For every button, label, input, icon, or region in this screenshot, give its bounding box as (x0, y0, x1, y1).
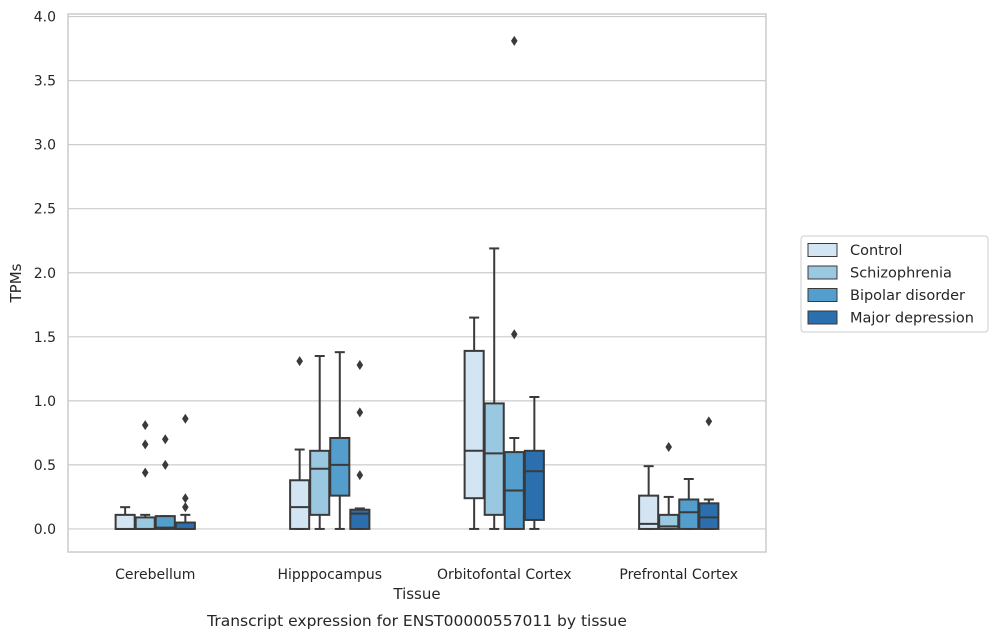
outlier-point (141, 467, 149, 478)
box-major-depression-0 (174, 413, 196, 530)
outlier-point (510, 35, 518, 46)
y-tick-label: 3.0 (34, 138, 56, 154)
outlier-point (665, 441, 673, 452)
y-axis-ticks: 0.0 0.5 1.0 1.5 2.0 2.5 3.0 3.5 4.0 (34, 10, 56, 538)
box-body (638, 494, 660, 530)
outlier-point (356, 407, 364, 418)
y-tick-label: 1.0 (34, 394, 56, 410)
box-body (114, 513, 136, 530)
x-axis-label: Tissue (392, 585, 440, 603)
gridlines (68, 15, 766, 530)
box-body (289, 479, 311, 530)
outlier-point (141, 420, 149, 431)
outlier-point (161, 459, 169, 470)
x-tick-label: Orbitofontal Cortex (437, 567, 572, 583)
outlier-point (182, 413, 189, 424)
box-control-2 (463, 316, 485, 530)
legend-swatch (807, 243, 838, 257)
y-tick-label: 2.5 (34, 202, 56, 218)
box-body (154, 515, 176, 530)
box-schizophrenia-3 (658, 441, 680, 530)
box-schizophrenia-0 (134, 420, 156, 530)
box-body (463, 349, 485, 500)
box-body (698, 502, 720, 530)
outlier-point (161, 434, 169, 445)
legend-label: Major depression (850, 311, 974, 327)
y-tick-label: 0.5 (34, 458, 56, 474)
y-tick-label: 2.0 (34, 266, 56, 282)
y-axis-label: TPMs (7, 263, 25, 303)
outlier-point (510, 329, 518, 340)
legend-swatch (807, 310, 838, 325)
outlier-point (356, 470, 364, 481)
x-tick-label: Prefrontal Cortex (619, 567, 738, 583)
legend-label: Schizophrenia (850, 266, 952, 282)
x-tick-label: Hipppocampus (277, 567, 382, 583)
box-major-depression-1 (349, 359, 371, 530)
box-schizophrenia-2 (483, 247, 505, 530)
box-control-3 (638, 465, 660, 530)
legend-swatch (807, 265, 838, 280)
box-body (134, 516, 156, 530)
box-series (114, 35, 720, 530)
x-axis-ticks: Cerebellum Hipppocampus Orbitofontal Corte… (115, 567, 738, 583)
legend: Control Schizophrenia Bipolar disorder Majo… (800, 235, 989, 333)
legend-swatch (807, 288, 838, 302)
outlier-point (705, 416, 713, 427)
y-tick-label: 1.5 (34, 330, 56, 346)
outlier-point (356, 359, 364, 370)
chart-caption: Transcript expression for ENST0000055701… (206, 612, 627, 630)
outlier-point (296, 356, 303, 367)
box-body (483, 402, 505, 516)
outlier-point (141, 439, 149, 450)
box-control-1 (289, 356, 311, 530)
outlier-point (182, 493, 189, 504)
legend-label: Bipolar disorder (850, 288, 965, 304)
legend-label: Control (850, 243, 902, 259)
y-tick-label: 4.0 (34, 10, 56, 26)
x-tick-label: Cerebellum (115, 567, 195, 583)
box-major-depression-3 (698, 416, 720, 530)
y-tick-label: 0.0 (34, 522, 56, 538)
box-schizophrenia-1 (309, 355, 331, 530)
y-tick-label: 3.5 (34, 74, 56, 90)
box-control-0 (114, 506, 136, 530)
box-body (309, 449, 331, 516)
box-bipolar-disorder-3 (678, 477, 700, 530)
box-major-depression-2 (523, 396, 545, 530)
box-body (678, 498, 700, 530)
outlier-point (182, 502, 189, 513)
legend-frame (800, 235, 989, 333)
box-bipolar-disorder-2 (503, 35, 525, 530)
box-bipolar-disorder-1 (329, 351, 351, 530)
plot-area-frame (67, 13, 767, 553)
box-body (329, 436, 351, 497)
box-bipolar-disorder-0 (154, 434, 176, 530)
box-body (523, 449, 545, 521)
